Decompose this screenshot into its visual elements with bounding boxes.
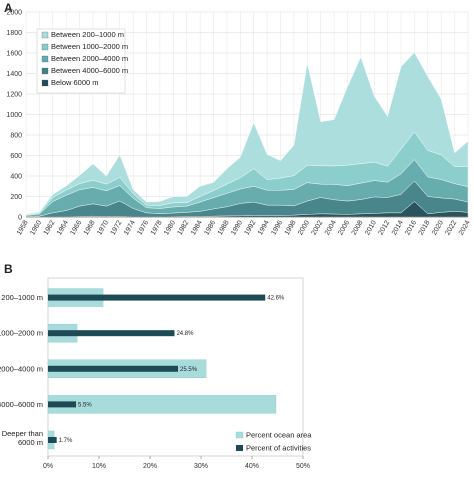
x-tick-label: 1974: [123, 219, 137, 236]
x-tick-label: 2022: [444, 219, 458, 236]
x-tick-label: 1966: [69, 219, 83, 236]
x-tick-label: 1982: [177, 219, 191, 236]
legend-swatch: [41, 43, 49, 51]
legend-label: Percent ocean area: [246, 431, 312, 440]
bar-group: 24.8%: [47, 323, 194, 343]
x-tick-label: 1998: [284, 219, 298, 236]
x-tick-label: 1970: [96, 219, 110, 236]
bar-activities: [48, 294, 266, 301]
x-tick-label: 1986: [203, 219, 217, 236]
bar-activities: [48, 436, 57, 443]
x-tick-label: 1990: [230, 219, 244, 236]
x-tick-label: 2020: [431, 219, 445, 236]
legend-label: Between 2000–4000 m: [51, 54, 128, 63]
legend: Between 200–1000 m Between 1000–2000 m Bet…: [36, 28, 128, 94]
bar-data-label: 5.5%: [78, 402, 92, 408]
bar-activities: [48, 401, 77, 408]
y-tick-label: 800: [10, 133, 22, 140]
y-tick-label: 1400: [6, 71, 22, 78]
category-label: Deeper than: [2, 429, 43, 438]
category-label: 200–1000 m: [1, 293, 43, 302]
x-tick-label: 20%: [143, 463, 157, 470]
x-tick-label: 50%: [296, 463, 310, 470]
x-tick-label: 1978: [150, 219, 164, 236]
category-label: 4000–6000 m: [0, 400, 43, 409]
bar-activities: [48, 365, 179, 372]
x-tick-label: 1960: [29, 219, 43, 236]
x-tick-label: 10%: [92, 463, 106, 470]
y-tick-label: 400: [10, 174, 22, 181]
horizontal-bar-chart: 0% 10% 20% 30% 40% 50% 42.6% 200–1000 m 24.8% 100…: [0, 277, 312, 470]
x-tick-label: 2014: [391, 219, 405, 236]
y-tick-label: 2000: [6, 10, 22, 17]
x-tick-label: 2016: [404, 219, 418, 236]
y-tick-label: 1200: [6, 92, 22, 99]
x-tick-label: 1962: [43, 219, 57, 236]
x-tick-label: 2000: [297, 219, 311, 236]
legend-label: Between 4000–6000 m: [51, 66, 128, 75]
x-tick-label: 1968: [83, 219, 97, 236]
y-tick-label: 1600: [6, 51, 22, 58]
x-tick-label: 2002: [311, 219, 325, 236]
x-tick-label: 1996: [270, 219, 284, 236]
bar-data-label: 24.8%: [176, 331, 194, 337]
x-tick-label: 30%: [194, 463, 208, 470]
category-label: 6000 m: [18, 438, 43, 447]
legend-label: Below 6000 m: [51, 78, 99, 87]
x-tick-label: 1958: [16, 219, 30, 236]
legend-box: [36, 28, 126, 94]
x-tick-label: 2006: [337, 219, 351, 236]
legend-swatch: [41, 79, 49, 87]
bar-group: 25.5%: [47, 359, 207, 378]
legend-swatch: [236, 445, 243, 451]
x-tick-label: 1988: [217, 219, 231, 236]
x-tick-label: 2012: [378, 219, 392, 236]
bar-group: 5.5%: [47, 395, 277, 414]
y-tick-label: 1000: [6, 112, 22, 119]
legend-swatch: [41, 67, 49, 75]
legend-label: Between 1000–2000 m: [51, 42, 128, 51]
legend-label: Percent of activities: [246, 444, 311, 453]
x-tick-label: 1980: [163, 219, 177, 236]
category-label: 2000–4000 m: [0, 364, 43, 373]
x-tick-label: 1972: [110, 219, 124, 236]
stacked-area-chart: 0 200 400 600 800 1000 1200 1400 1600 1800 2000 195…: [6, 10, 472, 237]
x-tick-label: 2018: [418, 219, 432, 236]
x-tick-label: 1984: [190, 219, 204, 236]
y-tick-label: 1800: [6, 30, 22, 37]
bar-activities: [48, 330, 175, 337]
y-tick-label: 0: [18, 215, 22, 222]
category-label: 1000–2000 m: [0, 329, 43, 338]
legend-swatch: [41, 55, 49, 63]
y-tick-label: 600: [10, 153, 22, 160]
y-tick-label: 200: [10, 194, 22, 201]
legend: Percent ocean area Percent of activities: [235, 431, 312, 453]
bar-data-label: 42.6%: [267, 296, 285, 302]
x-tick-label: 1992: [244, 219, 258, 236]
x-tick-label: 1994: [257, 219, 271, 236]
x-tick-label: 2010: [364, 219, 378, 236]
legend-swatch: [235, 431, 244, 439]
x-tick-label: 1964: [56, 219, 70, 236]
x-tick-label: 0%: [43, 463, 53, 470]
x-tick-label: 2004: [324, 219, 338, 236]
panel-a-label: A: [4, 1, 13, 15]
bar-data-label: 25.5%: [180, 367, 198, 373]
bar-data-label: 1.7%: [59, 438, 73, 444]
legend-swatch: [41, 31, 49, 39]
bar-group: 42.6%: [47, 288, 285, 307]
x-tick-label: 2024: [458, 219, 472, 236]
x-tick-label: 1976: [136, 219, 150, 236]
panel-b-label: B: [4, 262, 13, 276]
bar-group: 1.7%: [47, 430, 73, 450]
legend-label: Between 200–1000 m: [51, 30, 124, 39]
x-tick-label: 40%: [245, 463, 259, 470]
x-tick-label: 2008: [351, 219, 365, 236]
